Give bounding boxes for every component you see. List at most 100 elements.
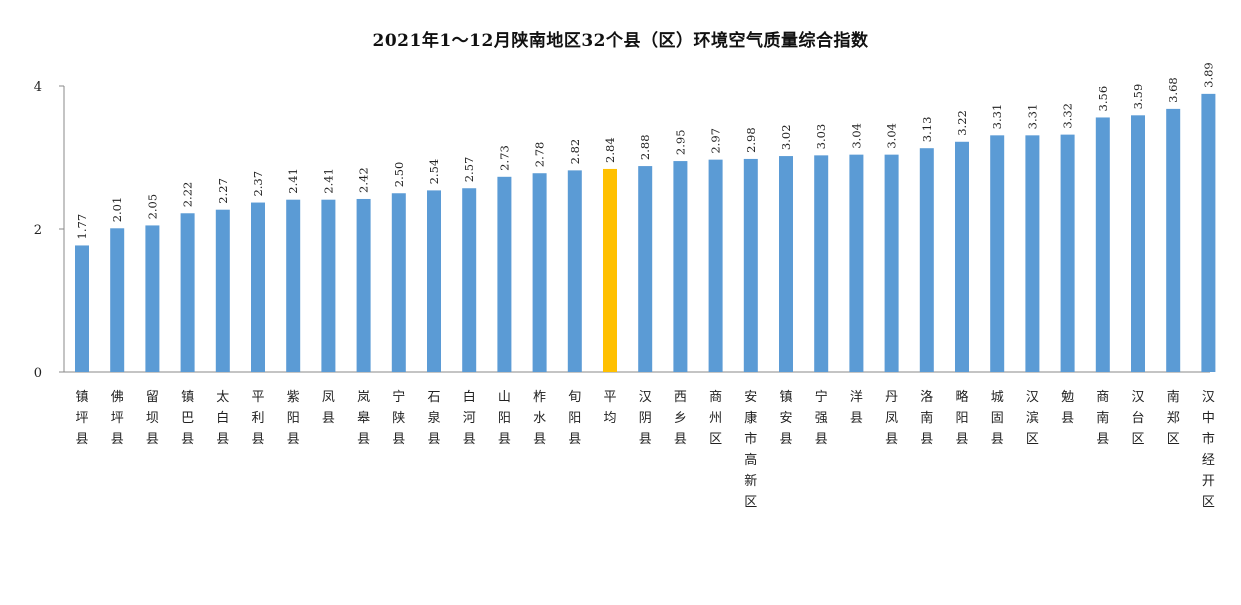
data-label: 3.56 xyxy=(1096,86,1110,112)
bar xyxy=(1131,115,1145,372)
category-label: 镇坪县 xyxy=(75,390,88,447)
category-label: 紫阳县 xyxy=(287,390,300,447)
data-label: 3.31 xyxy=(1025,104,1039,130)
bar xyxy=(75,245,89,372)
data-label: 2.57 xyxy=(462,157,476,183)
bar xyxy=(567,170,582,372)
bar xyxy=(849,154,864,372)
data-label: 3.31 xyxy=(990,104,1004,130)
bar xyxy=(990,135,1005,372)
category-label: 太白县 xyxy=(216,390,229,447)
category-label: 镇巴县 xyxy=(181,390,194,447)
bar xyxy=(462,188,477,372)
data-label: 3.13 xyxy=(920,117,934,143)
data-label: 2.88 xyxy=(638,134,652,160)
category-label: 宁陕县 xyxy=(392,389,405,447)
data-label: 2.98 xyxy=(744,127,758,153)
data-label: 3.04 xyxy=(849,123,863,149)
category-label: 安康市高新区 xyxy=(744,390,757,510)
data-label: 2.01 xyxy=(110,197,124,223)
category-label: 山阳县 xyxy=(498,390,511,447)
bar xyxy=(321,199,336,372)
category-label: 洋县 xyxy=(850,390,863,426)
data-label: 3.02 xyxy=(779,124,793,150)
category-label: 石泉县 xyxy=(427,390,440,447)
data-label: 2.84 xyxy=(603,137,617,163)
category-label: 宁强县 xyxy=(815,389,828,447)
data-label: 2.50 xyxy=(392,162,406,188)
bar xyxy=(180,213,195,372)
bar xyxy=(427,190,441,372)
data-label: 2.54 xyxy=(427,159,441,185)
data-label: 3.68 xyxy=(1166,77,1180,103)
y-tick-label: 2 xyxy=(34,223,42,238)
data-label: 1.77 xyxy=(75,214,89,240)
bar xyxy=(1095,117,1110,373)
bar xyxy=(1025,135,1040,372)
data-labels: 1.77 2.01 2.05 2.22 2.27 2.37 2.41 2.41 2.42 2.50… xyxy=(75,62,1215,239)
bar xyxy=(391,193,406,372)
bar xyxy=(1166,108,1181,372)
y-tick-label: 0 xyxy=(34,366,42,381)
category-label: 旬阳县 xyxy=(568,390,581,447)
category-label: 汉中市经开区 xyxy=(1202,390,1215,510)
data-label: 3.03 xyxy=(814,124,828,150)
bar xyxy=(145,225,160,372)
category-label: 商南县 xyxy=(1096,390,1109,447)
data-label: 2.97 xyxy=(709,128,723,154)
category-label: 汉滨区 xyxy=(1026,390,1039,447)
data-label: 2.27 xyxy=(216,178,230,204)
data-label: 3.59 xyxy=(1131,84,1145,110)
category-label: 勉县 xyxy=(1061,390,1074,426)
category-label: 白河县 xyxy=(463,389,476,447)
data-label: 2.73 xyxy=(497,145,511,171)
data-label: 2.05 xyxy=(145,194,159,220)
data-label: 2.42 xyxy=(357,167,371,193)
data-label: 3.04 xyxy=(885,123,899,149)
category-label: 留坝县 xyxy=(146,390,159,447)
bar xyxy=(603,168,617,372)
category-label: 平均 xyxy=(603,390,616,426)
bar xyxy=(955,141,969,372)
data-label: 2.41 xyxy=(286,168,300,194)
data-label: 3.22 xyxy=(955,110,969,136)
bar xyxy=(251,202,265,372)
data-label: 2.22 xyxy=(181,182,195,208)
bar xyxy=(532,173,547,372)
data-label: 2.95 xyxy=(673,129,687,155)
category-label: 佛坪县 xyxy=(111,390,124,447)
category-label: 汉台区 xyxy=(1131,390,1144,447)
bar xyxy=(638,166,653,372)
bar xyxy=(1060,134,1075,372)
bar-series xyxy=(75,93,1216,373)
category-label: 洛南县 xyxy=(920,390,933,447)
chart-title: 2021年1～12月陕南地区32个县（区）环境空气质量综合指数 xyxy=(372,31,869,51)
bar xyxy=(497,176,512,372)
category-label: 丹凤县 xyxy=(885,390,898,447)
bar xyxy=(919,148,934,372)
category-label: 略阳县 xyxy=(955,389,968,447)
category-label: 汉阴县 xyxy=(639,390,652,447)
bar xyxy=(286,199,301,372)
bar xyxy=(1201,93,1216,373)
bar xyxy=(884,154,899,372)
data-label: 2.78 xyxy=(533,142,547,168)
bar xyxy=(110,228,125,372)
category-label: 平利县 xyxy=(251,390,264,447)
data-label: 3.89 xyxy=(1201,62,1215,88)
data-label: 2.41 xyxy=(321,168,335,194)
bar xyxy=(779,156,793,372)
category-label: 镇安县 xyxy=(779,390,792,447)
category-label: 凤县 xyxy=(322,390,335,426)
data-label: 2.37 xyxy=(251,171,265,197)
category-label: 岚皋县 xyxy=(357,390,370,447)
category-label: 商州区 xyxy=(709,390,722,447)
bar xyxy=(743,158,758,372)
category-label: 城固县 xyxy=(991,390,1004,447)
category-label: 柞水县 xyxy=(533,390,546,447)
data-label: 3.32 xyxy=(1061,103,1075,129)
category-label: 南郑区 xyxy=(1167,389,1180,447)
category-label: 西乡县 xyxy=(674,390,687,447)
bar xyxy=(356,198,371,372)
